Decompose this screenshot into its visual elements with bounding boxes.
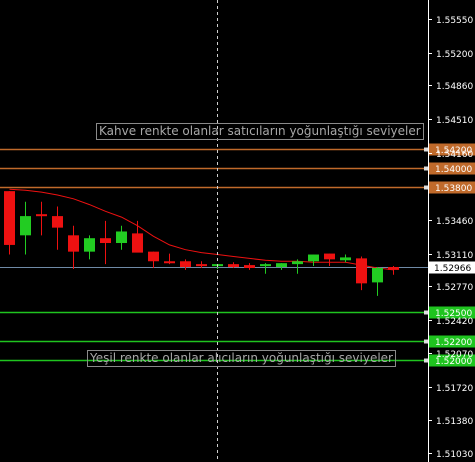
annotation-buyers: Yeşil renkte olanlar alıcıların yoğunlaş…: [87, 350, 396, 367]
y-tick-label: 1.53110: [436, 251, 473, 261]
current-price-tag: [429, 261, 475, 274]
y-tick-label: 1.51720: [436, 384, 473, 394]
support-level-marker: [424, 310, 428, 315]
y-tick-label: 1.52770: [436, 283, 473, 293]
y-tick-label: 1.51030: [436, 450, 473, 460]
resistance-level-marker: [424, 185, 428, 190]
support-level-tag: [429, 354, 475, 367]
annotation-sellers: Kahve renkte olanlar satıcıların yoğunla…: [96, 123, 424, 140]
bear-candle[interactable]: [228, 264, 239, 268]
bull-candle[interactable]: [276, 263, 287, 268]
bull-candle[interactable]: [84, 238, 95, 252]
resistance-level-tag: [429, 181, 475, 194]
y-tick-label: 1.53460: [436, 217, 473, 227]
support-level-label: 1.52200: [435, 338, 472, 348]
bear-candle[interactable]: [132, 233, 143, 253]
y-tick-label: 1.52420: [436, 317, 473, 327]
support-level-marker: [424, 358, 428, 363]
support-level-label: 1.52000: [435, 357, 472, 367]
resistance-level-tag: [429, 162, 475, 175]
resistance-level-label: 1.53800: [435, 184, 472, 194]
current-price-label: 1.52966: [434, 264, 471, 274]
support-level-tag: [429, 306, 475, 319]
bear-candle[interactable]: [100, 238, 111, 244]
bull-candle[interactable]: [20, 216, 31, 236]
bear-candle[interactable]: [388, 267, 399, 270]
support-level-marker: [424, 339, 428, 344]
bear-candle[interactable]: [52, 216, 63, 228]
bull-candle[interactable]: [116, 231, 127, 244]
bear-candle[interactable]: [36, 214, 47, 217]
bear-candle[interactable]: [164, 261, 175, 264]
support-level-tag: [429, 335, 475, 348]
resistance-level-label: 1.54000: [435, 165, 472, 175]
resistance-level-marker: [424, 147, 428, 152]
bear-candle[interactable]: [180, 261, 191, 268]
y-tick-label: 1.55550: [436, 16, 473, 26]
resistance-level-marker: [424, 166, 428, 171]
bear-candle[interactable]: [324, 253, 335, 260]
y-tick-label: 1.54160: [436, 150, 473, 160]
bear-candle[interactable]: [148, 251, 159, 262]
resistance-level-label: 1.54200: [435, 146, 472, 156]
bear-candle[interactable]: [356, 258, 367, 284]
y-tick-label: 1.51380: [436, 417, 473, 427]
support-level-label: 1.52500: [435, 309, 472, 319]
bull-candle[interactable]: [260, 264, 271, 267]
y-tick-label: 1.54860: [436, 82, 473, 92]
bull-candle[interactable]: [372, 267, 383, 283]
y-tick-label: 1.52070: [436, 350, 473, 360]
bear-candle[interactable]: [4, 191, 15, 245]
y-tick-label: 1.55200: [436, 50, 473, 60]
y-tick-label: 1.54510: [436, 116, 473, 126]
bull-candle[interactable]: [340, 257, 351, 261]
bear-candle[interactable]: [68, 235, 79, 252]
resistance-level-tag: [429, 143, 475, 156]
bear-candle[interactable]: [244, 265, 255, 268]
bull-candle[interactable]: [308, 254, 319, 262]
bull-candle[interactable]: [292, 261, 303, 265]
bear-candle[interactable]: [196, 264, 207, 267]
